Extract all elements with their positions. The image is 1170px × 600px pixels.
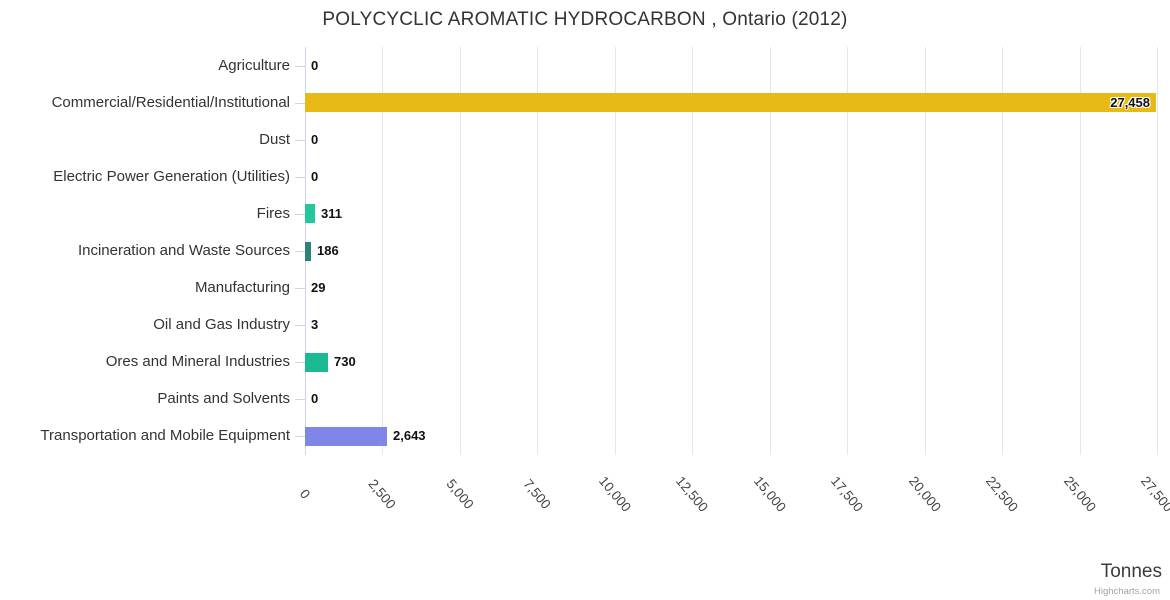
chart-title: POLYCYCLIC AROMATIC HYDROCARBON , Ontari… bbox=[322, 9, 848, 30]
x-tick-label-20000: 20,000 bbox=[905, 473, 944, 515]
category-label-dust: Dust bbox=[259, 130, 290, 148]
gridline bbox=[1079, 47, 1081, 455]
value-label-electric-power-generation-utilities: 0 bbox=[311, 168, 319, 184]
x-tick-label-12500: 12,500 bbox=[673, 473, 712, 515]
category-tick bbox=[295, 288, 305, 290]
category-tick bbox=[295, 436, 305, 438]
gridline bbox=[924, 47, 926, 455]
x-tick-label-15000: 15,000 bbox=[750, 473, 789, 515]
x-tick-label-10000: 10,000 bbox=[595, 473, 634, 515]
bar-commercial-residential-institutional[interactable] bbox=[305, 93, 1156, 113]
category-label-fires: Fires bbox=[256, 204, 290, 222]
value-label-dust: 0 bbox=[311, 131, 319, 147]
plot-area bbox=[305, 47, 1158, 455]
value-label-ores-and-mineral-industries: 730 bbox=[334, 354, 356, 370]
gridline bbox=[1157, 47, 1158, 455]
x-tick-label-25000: 25,000 bbox=[1060, 473, 1099, 515]
value-label-incineration-and-waste-sources: 186 bbox=[317, 243, 339, 258]
category-tick bbox=[295, 325, 305, 327]
x-tick-label-27500: 27,500 bbox=[1137, 473, 1170, 515]
gridline bbox=[614, 47, 616, 455]
category-label-paints-and-solvents: Paints and Solvents bbox=[157, 390, 290, 408]
x-tick-label-7500: 7,500 bbox=[520, 476, 554, 512]
x-axis-title: Tonnes bbox=[1100, 561, 1162, 582]
bar-ores-and-mineral-industries[interactable] bbox=[305, 352, 328, 372]
value-label-transportation-and-mobile-equipment: 2,643 bbox=[393, 428, 426, 444]
gridline bbox=[769, 47, 771, 455]
gridline bbox=[847, 47, 849, 455]
category-tick bbox=[295, 102, 305, 104]
bar-incineration-and-waste-sources[interactable] bbox=[305, 241, 311, 261]
category-label-electric-power-generation-utilities: Electric Power Generation (Utilities) bbox=[53, 167, 290, 185]
category-label-agriculture: Agriculture bbox=[218, 56, 290, 74]
category-label-manufacturing: Manufacturing bbox=[194, 279, 290, 297]
highcharts-credit-link[interactable]: Highcharts.com bbox=[1094, 586, 1160, 597]
value-label-agriculture: 0 bbox=[311, 57, 319, 73]
category-tick bbox=[295, 399, 305, 401]
value-label-commercial-residential-institutional: 27,458 bbox=[1110, 94, 1150, 110]
value-label-paints-and-solvents: 0 bbox=[311, 391, 319, 407]
category-label-incineration-and-waste-sources: Incineration and Waste Sources bbox=[77, 242, 290, 259]
gridline bbox=[459, 47, 461, 455]
x-tick-label-5000: 5,000 bbox=[443, 476, 477, 512]
value-label-manufacturing: 29 bbox=[311, 280, 326, 296]
x-tick-label-2500: 2,500 bbox=[365, 476, 400, 512]
category-label-commercial-residential-institutional: Commercial/Residential/Institutional bbox=[51, 93, 290, 111]
value-label-oil-and-gas-industry: 3 bbox=[311, 317, 319, 333]
x-tick-label-0: 0 bbox=[296, 486, 314, 502]
x-tick-label-17500: 17,500 bbox=[828, 473, 867, 515]
gridline bbox=[1002, 47, 1004, 455]
value-label-fires: 311 bbox=[321, 205, 342, 221]
bar-fires[interactable] bbox=[305, 204, 315, 224]
bar-transportation-and-mobile-equipment[interactable] bbox=[305, 426, 387, 446]
category-label-oil-and-gas-industry: Oil and Gas Industry bbox=[153, 316, 290, 334]
category-tick bbox=[295, 176, 305, 178]
category-tick bbox=[295, 362, 305, 364]
gridline bbox=[537, 47, 539, 455]
category-tick bbox=[295, 213, 305, 215]
gridline bbox=[382, 47, 384, 455]
category-tick bbox=[295, 139, 305, 141]
x-tick-label-22500: 22,500 bbox=[983, 473, 1022, 515]
category-tick bbox=[295, 65, 305, 67]
category-label-ores-and-mineral-industries: Ores and Mineral Industries bbox=[105, 353, 290, 371]
category-label-transportation-and-mobile-equipment: Transportation and Mobile Equipment bbox=[40, 427, 290, 445]
gridline bbox=[692, 47, 694, 455]
category-tick bbox=[295, 251, 305, 252]
